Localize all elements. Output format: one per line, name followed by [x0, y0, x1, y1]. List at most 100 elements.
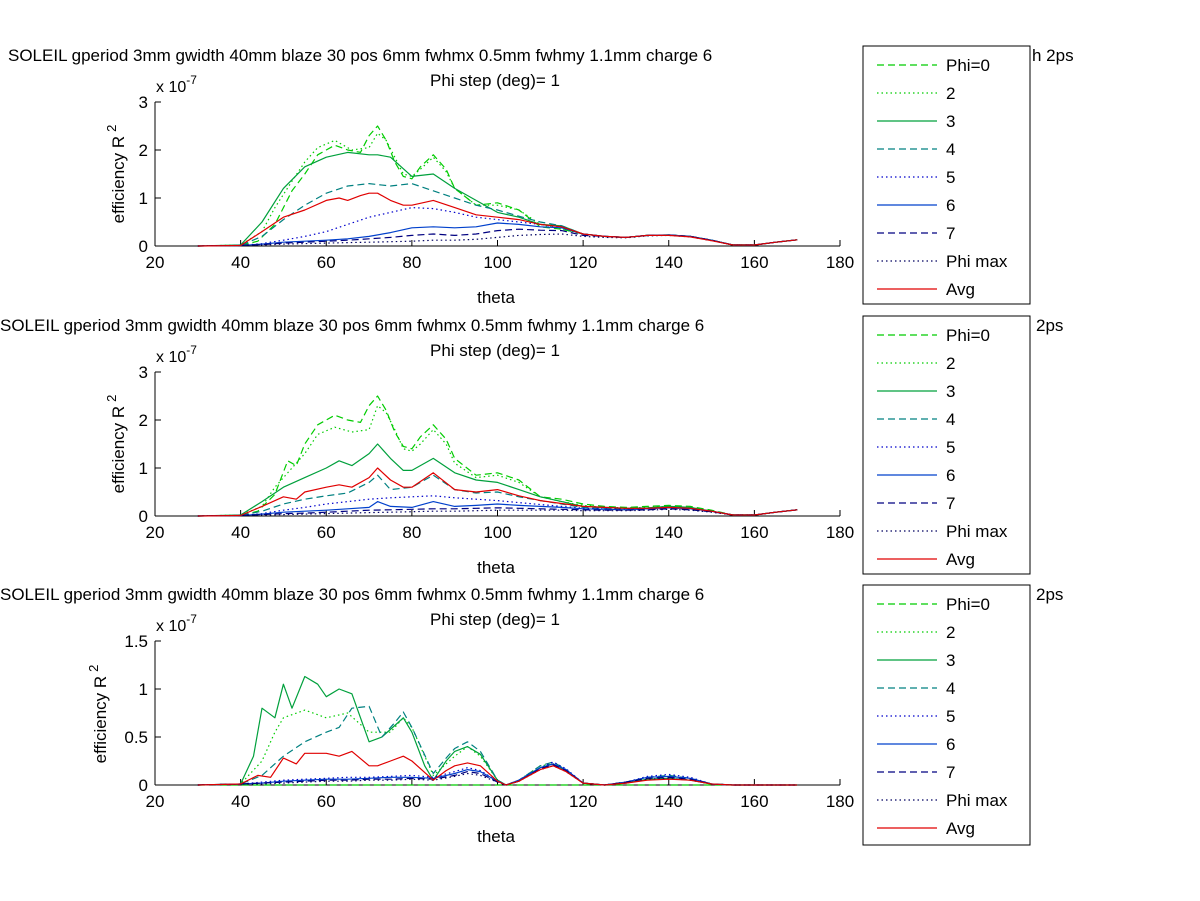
- legend-label: Phi max: [946, 791, 1008, 810]
- series-line-phi-max: [197, 508, 798, 517]
- legend-label: 3: [946, 382, 955, 401]
- x-tick-label: 160: [740, 792, 768, 811]
- y-tick-label: 2: [139, 411, 148, 430]
- x-tick-label: 60: [317, 253, 336, 272]
- x-tick-label: 100: [483, 792, 511, 811]
- series-line-avg: [197, 467, 798, 517]
- y-tick-label: 1: [139, 680, 148, 699]
- subplot-3: 20 40 60 80 100 120 140 160 180 0 0.5 1 1.5 SOLEIL g…: [0, 584, 1063, 846]
- x-tick-label: 20: [146, 253, 165, 272]
- x-tick-label: 100: [483, 253, 511, 272]
- legend-label: Phi=0: [946, 56, 990, 75]
- x-tick-label: 60: [317, 523, 336, 542]
- subplot-3-title-tail: 2ps: [1036, 585, 1063, 604]
- y-tick-label: 3: [139, 93, 148, 112]
- legend-label: 6: [946, 466, 955, 485]
- subplot-1-title-tail: h 2ps: [1032, 46, 1074, 65]
- axes-3-plot-area: 20 40 60 80 100 120 140 160 180 0 0.5 1 1.5: [124, 632, 854, 811]
- legend-label: 2: [946, 84, 955, 103]
- x-tick-label: 140: [655, 792, 683, 811]
- x-tick-label: 20: [146, 792, 165, 811]
- x-tick-label: 180: [826, 792, 854, 811]
- legend-label: Phi=0: [946, 595, 990, 614]
- legend-label: Phi=0: [946, 326, 990, 345]
- legend-label: 5: [946, 707, 955, 726]
- y-tick-label: 0: [139, 776, 148, 795]
- series-line-3: [197, 443, 798, 517]
- legend-label: 3: [946, 112, 955, 131]
- y-tick-label: 1: [139, 459, 148, 478]
- x-tick-label: 80: [402, 523, 421, 542]
- legend-label: Avg: [946, 280, 975, 299]
- legend-label: 7: [946, 763, 955, 782]
- legend-label: 3: [946, 651, 955, 670]
- axes-2-plot-area: 20 40 60 80 100 120 140 160 180 0 1 2 3: [139, 363, 855, 542]
- y-tick-label: 0: [139, 507, 148, 526]
- subplot-2-title: SOLEIL gperiod 3mm gwidth 40mm blaze 30 …: [0, 316, 704, 335]
- subplot-1: 20 40 60 80 100 120 140 160 180 0 1 2 3 SOLEIL gperi…: [8, 45, 1074, 307]
- subplot-1-exponent-label: x 10-7: [156, 73, 197, 96]
- series-line-4: [197, 183, 798, 247]
- legend-label: 4: [946, 410, 955, 429]
- series-line-phi-0: [197, 125, 798, 247]
- y-tick-label: 0.5: [124, 728, 148, 747]
- subplot-3-exponent-label: x 10-7: [156, 612, 197, 635]
- legend-label: 2: [946, 623, 955, 642]
- subplot-3-title: SOLEIL gperiod 3mm gwidth 40mm blaze 30 …: [0, 585, 704, 604]
- subplot-1-subtitle: Phi step (deg)= 1: [430, 71, 560, 90]
- legend-label: 5: [946, 168, 955, 187]
- subplot-1-title: SOLEIL gperiod 3mm gwidth 40mm blaze 30 …: [8, 46, 712, 65]
- x-tick-label: 140: [655, 253, 683, 272]
- subplot-2: 20 40 60 80 100 120 140 160 180 0 1 2 3 SOLEIL gperi…: [0, 315, 1063, 577]
- subplot-3-ylabel: efficiency R2: [86, 665, 110, 764]
- legend-label: Phi max: [946, 252, 1008, 271]
- series-line-avg: [197, 750, 798, 786]
- y-tick-label: 2: [139, 141, 148, 160]
- x-tick-label: 160: [740, 253, 768, 272]
- x-tick-label: 40: [231, 523, 250, 542]
- subplot-3-legend-box: [862, 584, 1031, 846]
- series-line-avg: [197, 192, 798, 247]
- series-line-phi-0: [197, 395, 798, 517]
- x-tick-label: 60: [317, 792, 336, 811]
- y-tick-label: 1.5: [124, 632, 148, 651]
- subplot-2-title-tail: 2ps: [1036, 316, 1063, 335]
- series-line-phi-max: [197, 233, 798, 247]
- legend-label: 6: [946, 196, 955, 215]
- subplot-1-xlabel: theta: [477, 288, 515, 307]
- subplot-3-subtitle: Phi step (deg)= 1: [430, 610, 560, 629]
- x-tick-label: 160: [740, 523, 768, 542]
- legend-label: Phi max: [946, 522, 1008, 541]
- y-tick-label: 3: [139, 363, 148, 382]
- x-tick-label: 140: [655, 523, 683, 542]
- series-line-7: [197, 228, 798, 247]
- y-tick-label: 0: [139, 237, 148, 256]
- series-line-4: [197, 705, 798, 786]
- subplot-1-ylabel: efficiency R2: [104, 125, 128, 224]
- subplot-2-subtitle: Phi step (deg)= 1: [430, 341, 560, 360]
- subplot-3-xlabel: theta: [477, 827, 515, 846]
- x-tick-label: 120: [569, 792, 597, 811]
- x-tick-label: 100: [483, 523, 511, 542]
- x-tick-label: 40: [231, 253, 250, 272]
- legend-label: 7: [946, 224, 955, 243]
- subplot-2-exponent-label: x 10-7: [156, 343, 197, 366]
- y-tick-label: 1: [139, 189, 148, 208]
- legend-label: Avg: [946, 550, 975, 569]
- legend-label: 4: [946, 679, 955, 698]
- x-tick-label: 120: [569, 523, 597, 542]
- x-tick-label: 180: [826, 523, 854, 542]
- axes-1-plot-area: 20 40 60 80 100 120 140 160 180 0 1 2 3: [139, 93, 855, 272]
- legend-label: 2: [946, 354, 955, 373]
- x-tick-label: 120: [569, 253, 597, 272]
- x-tick-label: 80: [402, 253, 421, 272]
- legend-label: 4: [946, 140, 955, 159]
- legend-label: Avg: [946, 819, 975, 838]
- legend-label: 6: [946, 735, 955, 754]
- x-tick-label: 20: [146, 523, 165, 542]
- legend-label: 7: [946, 494, 955, 513]
- x-tick-label: 80: [402, 792, 421, 811]
- series-line-5: [197, 207, 798, 247]
- x-tick-label: 40: [231, 792, 250, 811]
